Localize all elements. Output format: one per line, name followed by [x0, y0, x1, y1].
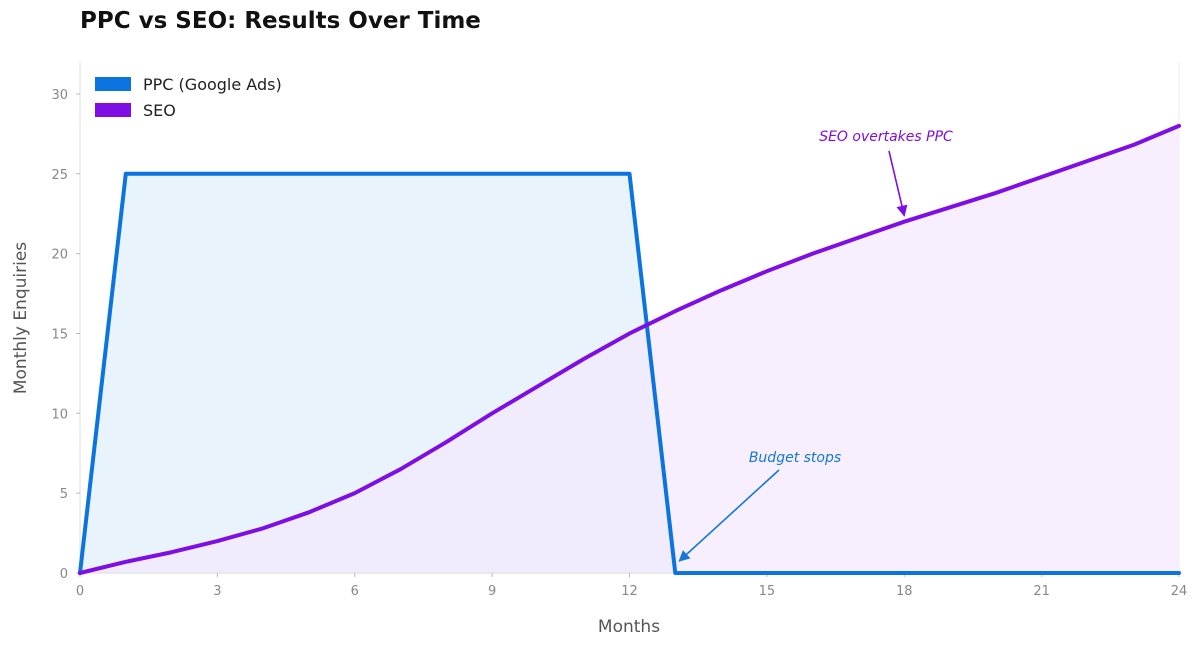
y-tick-label: 15	[51, 327, 68, 342]
x-axis-label: Months	[598, 617, 660, 637]
annotation-arrow	[678, 469, 780, 562]
chart-title: PPC vs SEO: Results Over Time	[80, 8, 481, 34]
x-tick-label: 18	[896, 584, 913, 599]
y-tick-label: 25	[51, 168, 68, 183]
legend-swatch	[95, 77, 131, 91]
y-axis-label: Monthly Enquiries	[11, 242, 31, 394]
x-tick-label: 12	[621, 584, 638, 599]
series-lines	[78, 123, 1181, 575]
x-tick-label: 24	[1171, 584, 1188, 599]
x-tick-label: 6	[351, 584, 359, 599]
series-fill-seo	[80, 125, 1179, 573]
x-tick-label: 15	[759, 584, 776, 599]
annotation-label: SEO overtakes PPC	[819, 129, 953, 145]
y-tick-label: 0	[60, 567, 68, 582]
y-tick-label: 10	[51, 407, 68, 422]
legend: PPC (Google Ads) SEO	[95, 75, 282, 120]
legend-swatch	[95, 103, 131, 117]
annotation-label: Budget stops	[749, 450, 841, 466]
area-fills	[80, 125, 1179, 573]
x-tick-label: 9	[488, 584, 496, 599]
y-tick-label: 5	[60, 487, 68, 502]
legend-label: PPC (Google Ads)	[143, 75, 282, 94]
x-tick-label: 3	[213, 584, 221, 599]
axes: 0 3 6 9 12 15 18 21 24 0 5 10 15 20 25 30	[51, 62, 1187, 599]
annotation-arrow	[888, 150, 908, 217]
annotations: Budget stops SEO overtakes PPC	[678, 129, 953, 562]
y-tick-label: 30	[51, 88, 68, 103]
x-tick-label: 0	[76, 584, 84, 599]
legend-label: SEO	[143, 101, 176, 120]
x-tick-label: 21	[1033, 584, 1050, 599]
y-tick-label: 20	[51, 248, 68, 263]
